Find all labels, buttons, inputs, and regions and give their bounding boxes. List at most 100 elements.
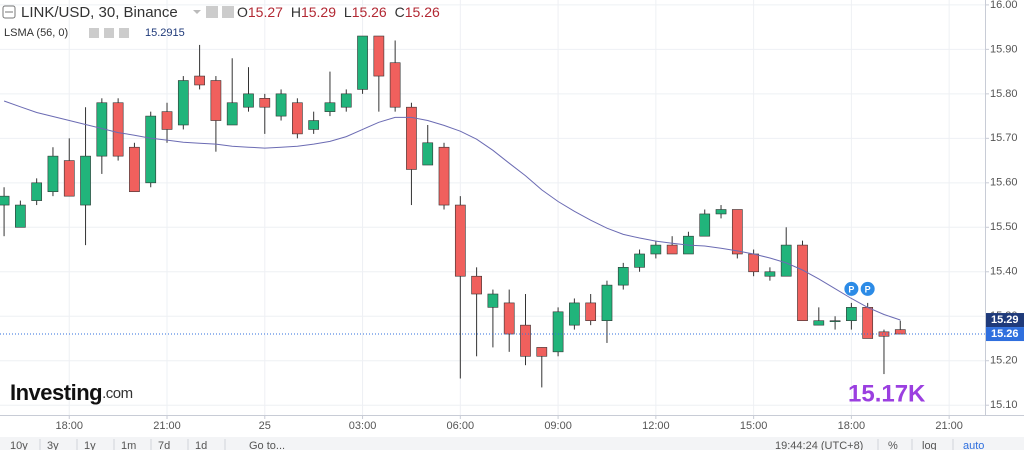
candle-body xyxy=(406,106,417,170)
candle-body xyxy=(389,62,401,108)
candle-body xyxy=(699,213,711,237)
candle-body xyxy=(129,146,140,193)
logo-suffix: .com xyxy=(102,385,133,402)
option-button[interactable]: % xyxy=(888,440,898,450)
indicator-name: LSMA (56, 0) xyxy=(4,27,68,39)
candle-body xyxy=(373,35,385,77)
x-tick-label: 12:00 xyxy=(642,420,670,432)
goto-button[interactable]: Go to... xyxy=(249,440,285,450)
candle-body xyxy=(275,93,287,117)
candle-body xyxy=(226,102,238,126)
ohlc-legend: O15.27 H15.29 L15.26 C15.26 xyxy=(237,4,440,20)
x-tick-label: 03:00 xyxy=(349,420,377,432)
candle-body xyxy=(471,275,482,295)
price-tag xyxy=(986,327,1024,342)
candle-body xyxy=(210,80,222,121)
x-tick-label: 18:00 xyxy=(838,420,866,432)
ohlc-prefix: L xyxy=(344,4,352,20)
candle-body xyxy=(0,195,10,206)
x-tick-label: 06:00 xyxy=(447,420,475,432)
candle-body xyxy=(324,102,336,112)
candle-body xyxy=(829,320,841,323)
range-button[interactable]: 1y xyxy=(84,440,96,450)
y-tick-label: 15.90 xyxy=(990,43,1018,55)
x-tick-label: 18:00 xyxy=(55,420,83,432)
candle-body xyxy=(585,302,597,322)
ohlc-prefix: H xyxy=(291,4,301,20)
candle-body xyxy=(748,253,759,273)
candle-body xyxy=(31,182,43,201)
indicator-value: 15.2915 xyxy=(145,27,185,39)
symbol-title: LINK/USD, 30, Binance xyxy=(21,4,178,21)
ohlc-prefix: C xyxy=(395,4,405,20)
range-button[interactable]: 1m xyxy=(121,440,136,450)
ohlc-value: 15.29 xyxy=(301,4,336,20)
indicator-line xyxy=(3,100,901,321)
candle-body xyxy=(487,293,499,308)
range-button[interactable]: 7d xyxy=(158,440,170,450)
indicator-close[interactable] xyxy=(119,28,129,38)
dropdown-icon[interactable] xyxy=(193,10,201,14)
candle-body xyxy=(601,284,613,322)
candle-body xyxy=(422,142,434,166)
range-button[interactable]: 1d xyxy=(195,440,207,450)
settings-icon[interactable] xyxy=(206,6,218,18)
candle-body xyxy=(243,93,254,108)
y-tick-label: 15.60 xyxy=(990,177,1018,189)
candle-body xyxy=(15,204,26,228)
candle-body xyxy=(177,80,189,126)
candle-body xyxy=(617,267,629,286)
x-tick-label: 09:00 xyxy=(544,420,572,432)
candle-body xyxy=(454,204,466,277)
candle-body xyxy=(520,324,531,357)
axes: 16.0015.9015.8015.7015.6015.5015.4015.30… xyxy=(55,0,1024,432)
candle-body xyxy=(666,244,678,255)
candle-body xyxy=(47,155,59,193)
option-button[interactable]: log xyxy=(922,440,937,450)
candle-body xyxy=(797,244,808,322)
candle-body xyxy=(536,347,548,357)
candle-body xyxy=(878,331,890,337)
candle-body xyxy=(340,93,352,108)
price-tag-label: 15.29 xyxy=(991,314,1019,326)
logo: Investing.com xyxy=(10,380,133,405)
collapse-icon[interactable] xyxy=(2,5,16,19)
indicator-icon[interactable] xyxy=(104,28,114,38)
price-tag xyxy=(986,313,1024,328)
ohlc-value: 15.26 xyxy=(352,4,387,20)
logo-brand: Investing xyxy=(10,380,102,405)
candle-body xyxy=(731,209,743,255)
x-tick-label: 25 xyxy=(259,420,271,432)
range-button[interactable]: 3y xyxy=(47,440,59,450)
marker xyxy=(860,281,875,296)
option-button[interactable]: auto xyxy=(963,440,984,450)
settings-icon[interactable] xyxy=(222,6,234,18)
indicator-icon[interactable] xyxy=(89,28,99,38)
candle-body xyxy=(846,307,857,322)
candle-body xyxy=(503,302,515,335)
x-tick-label: 21:00 xyxy=(935,420,963,432)
marker xyxy=(844,281,859,296)
candle-body xyxy=(650,244,662,255)
candle-body xyxy=(259,98,271,108)
toolbar-items: 10y 3y 1y 1m 7d 1d Go to... 19:44:24 (UTC+8)% lo… xyxy=(10,439,984,450)
candle-body xyxy=(161,111,173,130)
y-tick-label: 15.80 xyxy=(990,88,1018,100)
candle-body xyxy=(438,146,450,206)
clock: 19:44:24 (UTC+8) xyxy=(775,440,863,450)
candle-body xyxy=(569,302,580,326)
candle-body xyxy=(308,120,320,130)
y-tick-label: 15.20 xyxy=(990,355,1018,367)
toolbar xyxy=(0,437,1024,450)
range-button[interactable]: 10y xyxy=(10,440,28,450)
candle-body xyxy=(194,75,205,86)
y-tick-label: 15.70 xyxy=(990,132,1018,144)
candle-body xyxy=(764,271,776,277)
candle-body xyxy=(80,155,91,206)
candle-body xyxy=(357,35,368,90)
candle-body xyxy=(292,102,303,135)
candle-body xyxy=(552,311,564,353)
